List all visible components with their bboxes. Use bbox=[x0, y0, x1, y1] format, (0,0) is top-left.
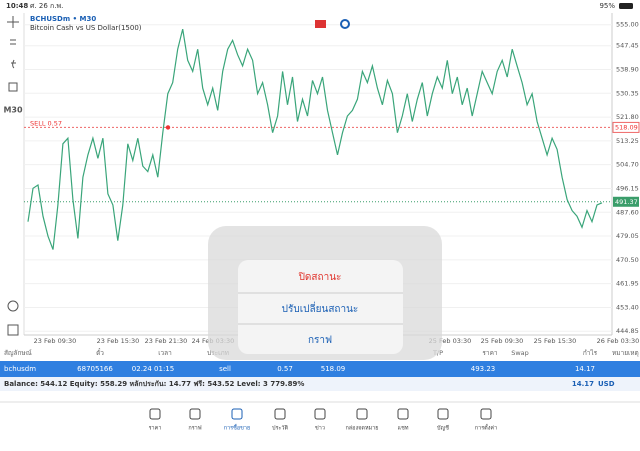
cell: 0.57 bbox=[277, 365, 293, 373]
tab-label[interactable]: กล่องจดหมาย bbox=[345, 426, 378, 432]
x-tick-label: 23 Feb 09:30 bbox=[34, 337, 77, 345]
tab-icon[interactable] bbox=[274, 408, 286, 420]
price-line bbox=[27, 28, 603, 250]
y-tick-label: 461.95 bbox=[616, 280, 639, 288]
x-tick-label: 25 Feb 03:30 bbox=[429, 337, 472, 345]
row-cells: bchusdm 68705166 02.24 01:15 sell 0.57 518.09… bbox=[4, 365, 595, 373]
functions-icon[interactable] bbox=[11, 59, 16, 69]
column-header: กำไร bbox=[583, 349, 598, 357]
crosshair-icon[interactable] bbox=[7, 16, 19, 28]
column-header: เวลา bbox=[158, 349, 172, 357]
column-header: ตั๋ว bbox=[96, 348, 104, 357]
tab-icon[interactable] bbox=[437, 408, 449, 420]
cell: 02.24 01:15 bbox=[132, 365, 174, 373]
x-tick-label: 25 Feb 15:30 bbox=[534, 337, 577, 345]
tab-label[interactable]: การตั้งค่า bbox=[475, 424, 497, 432]
x-tick-label: 25 Feb 09:30 bbox=[481, 337, 524, 345]
y-tick-label: 453.40 bbox=[616, 303, 639, 311]
y-tick-label: 513.25 bbox=[616, 137, 639, 145]
tab-label[interactable]: บัญชี bbox=[437, 425, 449, 432]
timeframe[interactable]: M30 bbox=[3, 106, 23, 115]
column-header: หมายเหตุ bbox=[612, 349, 639, 357]
popup bbox=[238, 260, 403, 354]
y-tick-label: 530.35 bbox=[616, 89, 639, 97]
tab-label[interactable]: การซื้อขาย bbox=[224, 424, 250, 432]
tab-label[interactable]: กราฟ bbox=[188, 425, 201, 432]
zoom-icon[interactable] bbox=[7, 300, 19, 312]
tabbar: ราคา กราฟ การซื้อขาย ประวัติ ข่าว กล่องจดหมาย… bbox=[149, 408, 497, 432]
indicators-icon[interactable] bbox=[10, 39, 16, 45]
tab-icon[interactable] bbox=[314, 408, 326, 420]
y-tick-label: 547.45 bbox=[616, 42, 639, 50]
y-tick-label: 521.80 bbox=[616, 113, 639, 121]
sell-marker bbox=[165, 125, 171, 130]
status-time: 10:48 bbox=[6, 2, 28, 10]
add-icon[interactable] bbox=[7, 324, 19, 336]
tab-icon[interactable] bbox=[231, 408, 243, 420]
x-tick-label: 23 Feb 15:30 bbox=[97, 337, 140, 345]
y-tick-label: 470.50 bbox=[616, 256, 639, 264]
tab-icon[interactable] bbox=[149, 408, 161, 420]
summary: Balance: 544.12 Equity: 558.29 หลักประกั… bbox=[4, 380, 304, 388]
column-header: ราคา bbox=[482, 349, 497, 357]
currency-icon bbox=[340, 19, 350, 29]
bid-price: 491.37 bbox=[615, 198, 638, 206]
sell-price-box bbox=[612, 121, 640, 133]
y-tick-label: 496.15 bbox=[616, 184, 639, 192]
column-header: Swap bbox=[511, 349, 529, 357]
tab-icon[interactable] bbox=[397, 408, 409, 420]
tab-label[interactable]: ข่าว bbox=[315, 426, 325, 432]
close-position[interactable]: ปิดสถานะ bbox=[298, 272, 341, 283]
chart-option[interactable]: กราฟ bbox=[308, 335, 332, 346]
toolbar[interactable] bbox=[7, 16, 19, 336]
x-tick-label: 26 Feb 03:30 bbox=[597, 337, 640, 345]
bid-price-box bbox=[613, 196, 639, 207]
sell-price: 518.09 bbox=[615, 123, 638, 131]
position-row[interactable] bbox=[0, 361, 640, 377]
tab-icon[interactable] bbox=[356, 408, 368, 420]
cell: bchusdm bbox=[4, 365, 36, 373]
battery: 95% bbox=[599, 2, 615, 10]
flag-icon bbox=[315, 20, 326, 28]
y-tick-label: 479.05 bbox=[616, 232, 639, 240]
column-header: สัญลักษณ์ bbox=[4, 349, 32, 357]
tab-label[interactable]: ประวัติ bbox=[272, 425, 288, 432]
sell-label: SELL 0.57 bbox=[30, 119, 62, 127]
tab-icon[interactable] bbox=[480, 408, 492, 420]
cell: 68705166 bbox=[77, 365, 113, 373]
symbol: BCHUSDm • M30 bbox=[30, 15, 96, 23]
tab-label[interactable]: ราคา bbox=[149, 426, 162, 432]
battery-icon bbox=[619, 3, 633, 9]
plot: 555.00 547.45 538.90 530.35 521.80 513.25 504.… bbox=[24, 21, 640, 345]
summary-row bbox=[0, 377, 640, 391]
y-tick-label: 504.70 bbox=[616, 161, 639, 169]
cell: 14.17 bbox=[575, 365, 595, 373]
tab-icon[interactable] bbox=[189, 408, 201, 420]
description: Bitcoin Cash vs US Dollar(1500) bbox=[30, 24, 142, 32]
cell: sell bbox=[219, 365, 231, 373]
currency: USD bbox=[598, 380, 615, 388]
objects-icon[interactable] bbox=[8, 82, 18, 92]
tab-label[interactable]: แชท bbox=[398, 425, 409, 432]
cell: 493.23 bbox=[471, 365, 496, 373]
y-tick-label: 538.90 bbox=[616, 65, 639, 73]
status-date: ศ. 26 ก.พ. bbox=[30, 2, 63, 10]
x-tick-label: 23 Feb 21:30 bbox=[145, 337, 188, 345]
y-tick-label: 487.60 bbox=[616, 208, 639, 216]
total-profit: 14.17 bbox=[572, 380, 594, 388]
y-tick-label: 444.85 bbox=[616, 327, 639, 335]
y-tick-label: 555.00 bbox=[616, 21, 639, 29]
cell: 518.09 bbox=[321, 365, 346, 373]
modify-position[interactable]: ปรับเปลี่ยนสถานะ bbox=[282, 301, 359, 315]
